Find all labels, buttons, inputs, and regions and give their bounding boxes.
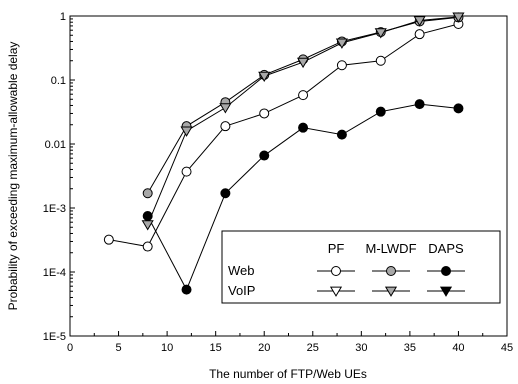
series-group (103, 12, 465, 295)
legend-marker (329, 286, 343, 297)
data-point (296, 57, 310, 69)
data-point (375, 55, 386, 66)
data-point (298, 90, 309, 101)
data-point (220, 188, 231, 199)
x-axis-label: The number of FTP/Web UEs (209, 367, 367, 381)
data-point (335, 38, 348, 49)
data-point (413, 16, 426, 27)
series-line (108, 23, 459, 248)
x-tick-label: 35 (404, 342, 416, 354)
series-web-daps (142, 99, 464, 295)
data-point (220, 121, 231, 132)
legend-marker (384, 286, 398, 297)
y-tick-label: 1E-5 (43, 331, 66, 343)
data-point (336, 129, 347, 140)
data-point (452, 12, 465, 23)
y-tick-label: 1E-4 (43, 267, 66, 279)
legend-row-label: VoIP (228, 283, 255, 298)
x-tick-label: 45 (501, 342, 513, 354)
legend-column-header: PF (328, 241, 345, 256)
data-point (181, 284, 192, 295)
legend: PF M-LWDF DAPS Web VoIP (221, 230, 501, 304)
data-point (259, 108, 270, 119)
y-tick-label: 1 (60, 11, 66, 23)
x-tick-label: 30 (355, 342, 367, 354)
legend-column-header: M-LWDF (365, 241, 416, 256)
data-point (375, 106, 386, 117)
data-point (259, 150, 270, 161)
y-tick-label: 0.01 (45, 139, 66, 151)
legend-row-label: Web (228, 263, 255, 278)
legend-column-header: DAPS (428, 241, 464, 256)
x-tick-label: 20 (258, 342, 270, 354)
x-tick-label: 15 (210, 342, 222, 354)
data-point (142, 241, 153, 252)
data-point (258, 71, 271, 83)
legend-marker (331, 266, 341, 276)
x-tick-label: 5 (115, 342, 121, 354)
legend-marker (386, 266, 396, 276)
y-axis-label: Probability of exceeding maximum-allowab… (6, 42, 20, 311)
data-point (180, 126, 193, 137)
x-tick-label: 0 (67, 342, 73, 354)
axis-ticks: 0 5 10 15 20 25 30 35 40 45 1E-5 1E-4 1E-3 0.01 0.1 1 (43, 11, 513, 354)
series-web-pf (103, 18, 464, 252)
y-tick-label: 0.1 (51, 75, 66, 87)
legend-marker (439, 286, 453, 297)
data-point (453, 103, 464, 114)
x-tick-label: 25 (307, 342, 319, 354)
data-point (336, 60, 347, 71)
data-point (181, 166, 192, 177)
data-point (414, 99, 425, 110)
x-tick-label: 10 (161, 342, 173, 354)
data-point (219, 103, 232, 114)
data-point (374, 28, 387, 39)
legend-marker (441, 266, 451, 276)
data-point (414, 29, 425, 40)
data-point (142, 188, 153, 199)
x-tick-label: 40 (452, 342, 464, 354)
data-point (103, 234, 114, 245)
data-point (298, 122, 309, 133)
y-tick-label: 1E-3 (43, 203, 66, 215)
series-line (147, 16, 459, 225)
data-point (141, 220, 154, 231)
series-voip-m-lwdf (141, 12, 465, 231)
